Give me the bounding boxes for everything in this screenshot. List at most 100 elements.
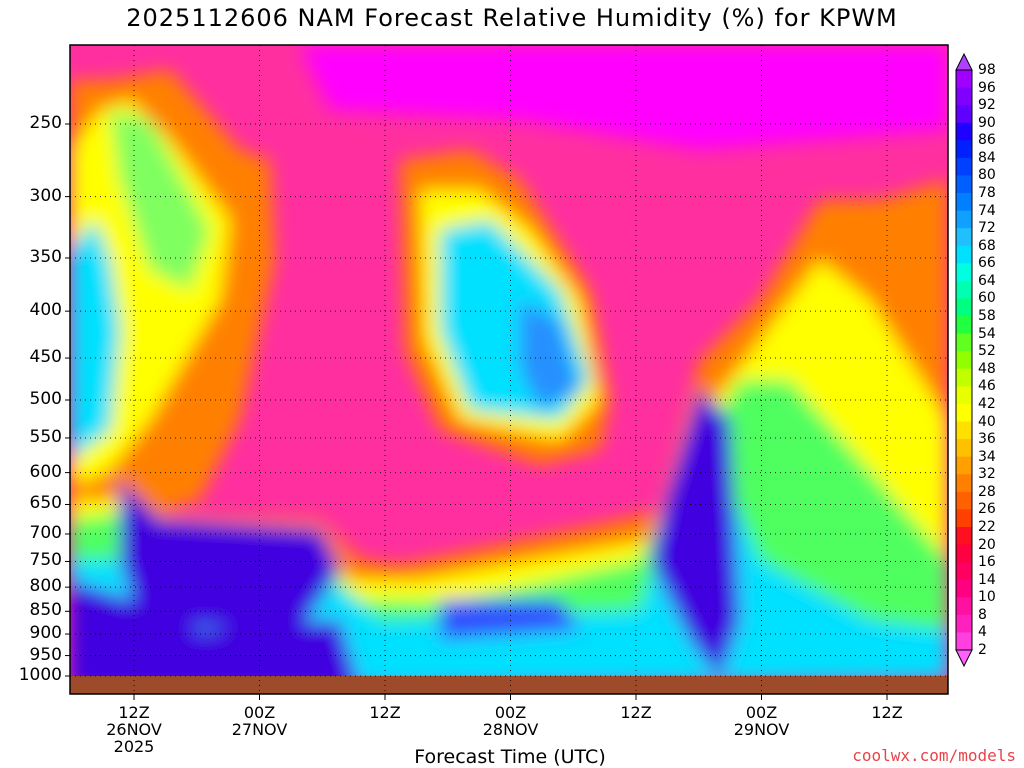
colorbar-label: 32 [978,466,996,483]
y-tick-label: 800 [29,576,62,597]
colorbar-swatch [956,210,972,229]
colorbar-label: 36 [978,431,996,448]
colorbar-swatch [956,316,972,335]
colorbar-label: 46 [978,378,996,395]
colorbar-label: 20 [978,536,996,553]
ground-terrain [70,676,948,694]
y-tick-label: 950 [29,644,62,665]
colorbar-label: 42 [978,395,996,412]
x-tick-label: 00Z [494,703,527,722]
colorbar-label: 10 [978,589,996,606]
x-tick-label: 12Z [369,703,401,722]
colorbar-bottom-arrow [955,649,973,668]
colorbar-swatch [956,597,972,616]
y-tick-label: 900 [29,623,62,644]
right-saturated-column [650,390,740,680]
colorbar-swatch [956,614,972,633]
colorbar-swatch [956,544,972,563]
y-tick-label: 750 [29,550,62,571]
plot-frame [69,44,949,695]
colorbar-label: 72 [978,220,996,237]
x-tick-label: 2025 [113,737,155,756]
x-tick-label: 12Z [620,703,652,722]
colorbar-label: 22 [978,518,996,535]
colorbar-swatch [956,509,972,528]
colorbar-label: 48 [978,360,996,377]
x-tick-label: 12Z [871,703,903,722]
colorbar-swatch [956,403,972,423]
y-tick-label: 450 [29,347,62,368]
colorbar-swatch [956,421,972,440]
y-tick-label: 350 [29,246,62,267]
colorbar-label: 58 [978,308,996,325]
colorbar-swatch [956,175,972,194]
colorbar-swatch [956,298,972,317]
colorbar-label: 60 [978,290,996,307]
colorbar-label: 54 [978,325,996,342]
colorbar-label: 66 [978,255,996,272]
colorbar-label: 74 [978,202,996,219]
colorbar-swatch [956,491,972,510]
colorbar-swatch [956,280,972,299]
colorbar-swatch [956,157,972,176]
colorbar-swatch [956,333,972,352]
colorbar-label: 28 [978,483,996,500]
colorbar-swatch [956,87,972,106]
colorbar-top-arrow [955,52,973,71]
y-tick-label: 300 [29,185,62,206]
x-tick-label: 28NOV [482,720,539,739]
colorbar-swatch [956,193,972,212]
left-upper-green-region [110,110,210,290]
colorbar-label: 80 [978,167,996,184]
colorbar-swatch [956,526,972,546]
y-tick-label: 700 [29,522,62,543]
colorbar-label: 16 [978,554,996,571]
y-tick-label: 400 [29,300,62,321]
colorbar-label: 78 [978,185,996,202]
colorbar-swatch [956,351,972,370]
colorbar-swatch [956,632,972,651]
colorbar-swatch [956,122,972,141]
y-tick-label: 250 [29,113,62,133]
colorbar-label: 98 [978,62,996,78]
colorbar-swatch [956,562,972,581]
x-tick-label: 27NOV [231,720,288,739]
colorbar-label: 4 [978,624,987,641]
y-tick-label: 600 [29,461,62,482]
colorbar-swatch [956,140,972,159]
y-tick-label: 550 [29,426,62,447]
x-tick-label: 29NOV [733,720,790,739]
x-tick-label: 00Z [243,703,276,722]
colorbar-label: 8 [978,606,987,623]
x-tick-label: 00Z [745,703,778,722]
colorbar-label: 40 [978,413,996,430]
grid [70,45,948,694]
colorbar-label: 84 [978,149,996,166]
colorbar-swatch [956,105,972,124]
colorbar-label: 68 [978,237,996,254]
y-tick-label: 500 [29,389,62,409]
colorbar-label: 52 [978,343,996,360]
y-tick-label: 1000 [18,665,62,685]
colorbar-swatch [956,70,972,89]
colorbar-swatch [956,456,972,475]
colorbar-label: 92 [978,97,996,114]
chart-title: 2025112606 NAM Forecast Relative Humidit… [126,4,898,32]
colorbar-swatch [956,245,972,264]
colorbar-swatch [956,228,972,247]
y-tick-label: 850 [29,600,62,621]
colorbar-swatch [956,439,972,458]
colorbar-label: 34 [978,448,996,465]
colorbar-swatch [956,263,972,282]
x-axis-title: Forecast Time (UTC) [414,746,606,768]
colorbar-label: 86 [978,132,996,149]
x-tick-label: 12Z [118,703,150,722]
colorbar-label: 2 [978,642,987,658]
colorbar-label: 26 [978,501,996,518]
x-tick-label: 26NOV [106,720,162,739]
left-wet-region [70,220,120,460]
colorbar-swatch [956,474,972,493]
mid-saturated-region [120,480,340,630]
colorbar-label: 90 [978,114,996,131]
